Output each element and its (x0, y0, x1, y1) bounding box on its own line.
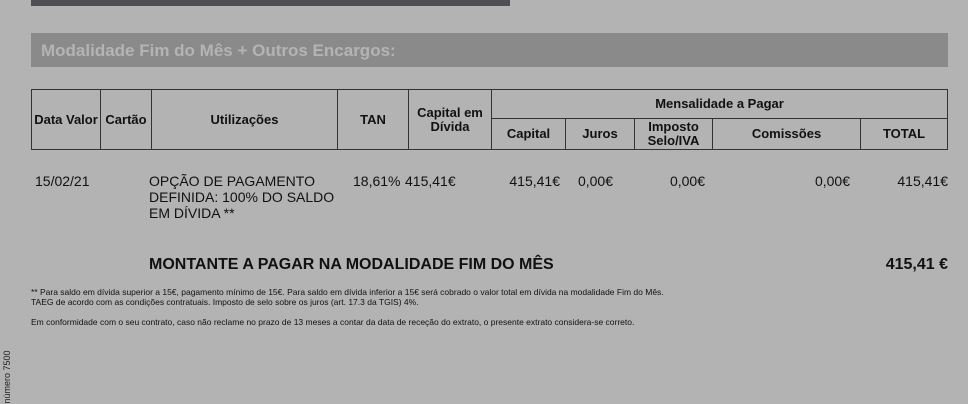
note-1: ** Para saldo em dívida superior a 15€, … (31, 287, 664, 297)
note-2: TAEG de acordo com as condições contratu… (31, 297, 419, 307)
row-juros: 0,00€ (577, 173, 613, 189)
side-text: número 7500 (2, 350, 12, 404)
header-utilizacoes: Utilizações (151, 89, 338, 150)
montante-value: 415,41 € (885, 256, 948, 273)
row-data-valor: 15/02/21 (35, 173, 90, 189)
section-header: Modalidade Fim do Mês + Outros Encargos: (31, 33, 948, 67)
top-bar (31, 0, 510, 6)
header-mensalidade: Mensalidade a Pagar (491, 89, 948, 119)
header-capital: Capital (491, 118, 566, 150)
row-comissoes: 0,00€ (814, 173, 850, 189)
row-tan: 18,61% (353, 173, 401, 189)
footnotes: ** Para saldo em dívida superior a 15€, … (31, 287, 664, 327)
row-imposto: 0,00€ (669, 173, 705, 189)
row-total: 415,41€ (897, 173, 948, 189)
header-total: TOTAL (860, 118, 948, 150)
row-capital: 415,41€ (509, 173, 560, 189)
row-utilizacoes: OPÇÃO DE PAGAMENTO DEFINIDA: 100% DO SAL… (149, 173, 335, 221)
header-cartao: Cartão (100, 89, 152, 150)
header-tan: TAN (337, 89, 409, 150)
note-3: Em conformidade com o seu contrato, caso… (31, 317, 635, 327)
header-imposto: Imposto Selo/IVA (634, 118, 713, 150)
section-title: Modalidade Fim do Mês + Outros Encargos: (41, 41, 396, 60)
statement-table: Data Valor Cartão Utilizações TAN Capita… (31, 89, 948, 150)
header-data-valor: Data Valor (31, 89, 101, 150)
header-juros: Juros (565, 118, 635, 150)
header-capital-divida: Capital em Dívida (408, 89, 492, 150)
header-comissoes: Comissões (712, 118, 861, 150)
montante-label: MONTANTE A PAGAR NA MODALIDADE FIM DO MÊ… (149, 256, 554, 273)
row-capital-divida: 415,41€ (405, 173, 456, 189)
